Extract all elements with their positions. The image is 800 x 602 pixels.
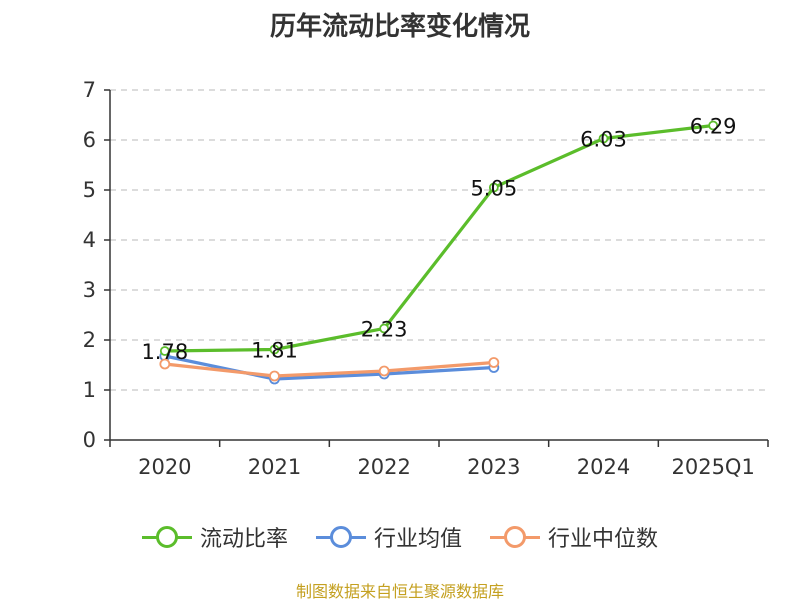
series-line [164,360,494,378]
legend-item-current-ratio[interactable]: 流动比率 [141,521,288,553]
legend-item-industry-mean[interactable]: 行业均值 [315,521,462,553]
data-point [488,357,500,368]
data-point [159,358,171,370]
x-tick-label: 2020 [138,455,191,479]
data-point [269,370,280,382]
legend-marker-icon [315,525,366,549]
data-point [269,344,280,355]
x-tick-label: 2022 [357,455,410,479]
y-tick-label: 3 [83,278,96,302]
x-tick-label: 2021 [248,455,301,479]
data-label: 6.03 [580,128,627,152]
legend: 流动比率 行业均值 行业中位数 [0,520,800,554]
data-point [488,182,499,193]
legend-item-industry-median[interactable]: 行业中位数 [490,521,658,553]
y-tick-label: 7 [83,78,96,102]
legend-label: 行业均值 [373,527,462,552]
y-tick-label: 6 [83,128,96,152]
x-tick-label: 2024 [577,455,630,479]
data-label: 2.23 [361,318,408,342]
data-point [378,365,390,377]
legend-label: 行业中位数 [548,527,659,552]
data-label: 6.29 [690,115,737,139]
data-label: 1.78 [141,340,188,364]
data-point [379,323,390,334]
x-tick-label: 2025Q1 [671,455,754,479]
x-tick-label: 2023 [467,455,520,479]
data-point [159,346,170,356]
legend-label: 流动比率 [199,527,288,552]
series-line [164,354,494,381]
data-point [708,120,719,131]
legend-marker-icon [141,525,192,549]
data-label: 5.05 [470,177,517,201]
data-point [598,133,609,144]
source-note: 制图数据来自恒生聚源数据库 [295,582,504,601]
y-tick-label: 5 [83,178,96,202]
y-tick-label: 1 [83,378,96,402]
y-tick-label: 2 [83,328,96,352]
series-line [164,123,714,353]
data-label: 1.81 [251,339,298,363]
y-tick-label: 0 [83,428,96,452]
chart-title: 历年流动比率变化情况 [269,12,530,42]
y-tick-label: 4 [83,228,96,252]
legend-marker-icon [490,525,540,549]
